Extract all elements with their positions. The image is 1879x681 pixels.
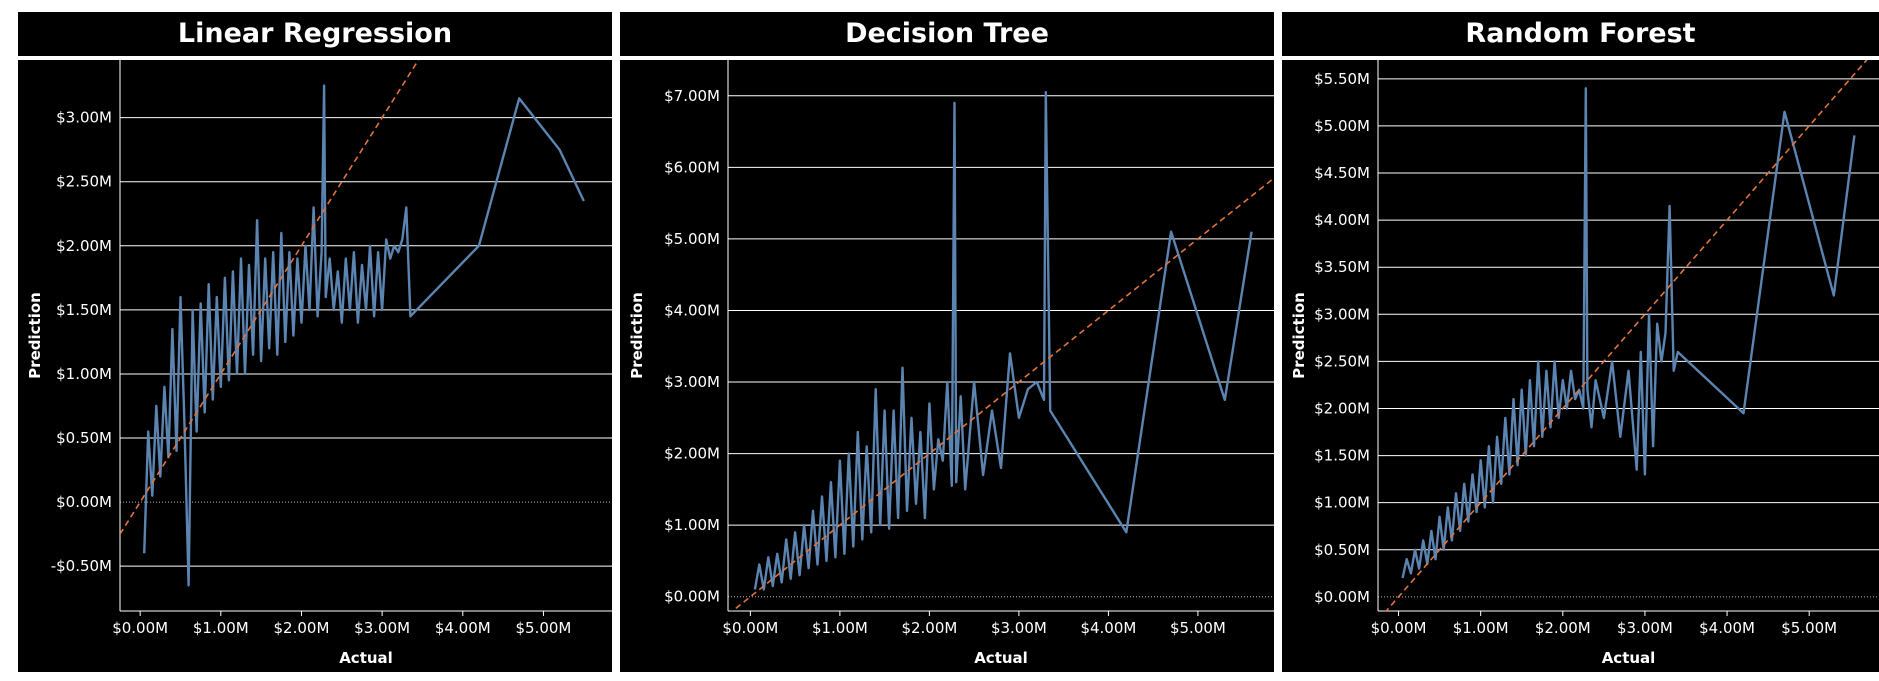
y-tick-label: $6.00M [664,158,720,176]
y-tick-label: $5.50M [1314,70,1370,88]
y-tick-label: $0.00M [664,588,720,606]
y-tick-label: $5.00M [1314,117,1370,135]
x-tick-label: $1.00M [812,619,868,637]
y-tick-label: $4.50M [1314,164,1370,182]
chart-plot-decision-tree: $0.00M $1.00M $2.00M $3.00M $4.00M $5.00M $6.0… [628,60,1274,667]
chart-title: Decision Tree [845,18,1049,49]
y-tick-label: $3.50M [1314,258,1370,276]
y-tick-label: $4.00M [1314,211,1370,229]
y-tick-label: $1.50M [56,301,112,319]
x-tick-label: $1.00M [193,619,249,637]
x-tick-label: $4.00M [1080,619,1136,637]
y-axis-title: Prediction [628,292,646,379]
reference-line [731,177,1274,611]
chart-panel-decision-tree: Decision Tree $0.00M $1.00M $2.00M $3.00M $4… [620,12,1274,672]
x-axis-title: Actual [1602,649,1656,667]
chart-title: Linear Regression [177,18,453,49]
title-divider [620,56,1274,60]
x-tick-label: $3.00M [354,619,410,637]
x-tick-label: $5.00M [515,619,571,637]
prediction-series-line [753,91,1253,591]
x-tick-label: $0.00M [722,619,778,637]
reference-line [1385,60,1868,611]
y-tick-label: $3.00M [56,109,112,127]
x-tick-label: $4.00M [435,619,491,637]
x-tick-label: $5.00M [1170,619,1226,637]
y-tick-label: $2.00M [56,237,112,255]
prediction-series-line [1401,87,1856,579]
y-tick-label: $2.00M [1314,399,1370,417]
chart-title: Random Forest [1465,18,1696,49]
y-axis-title: Prediction [1290,292,1308,379]
y-tick-label: $1.50M [1314,447,1370,465]
x-axis-title: Actual [339,649,393,667]
x-tick-label: $3.00M [1617,619,1673,637]
y-tick-label: $0.00M [1314,588,1370,606]
x-tick-label: $0.00M [112,619,168,637]
y-tick-label: -$0.50M [51,557,112,575]
x-axis-title: Actual [974,649,1028,667]
reference-line [120,60,420,535]
chart-panel-linear-regression: Linear Regression -$0.50M $0.00M $0.50M $1.… [18,12,612,672]
y-tick-label: $5.00M [664,230,720,248]
y-tick-label: $0.50M [1314,541,1370,559]
y-tick-label: $1.00M [1314,494,1370,512]
chart-panel-random-forest: Random Forest $0.00M $0.50M $1.00M $1.50M $2… [1282,12,1879,672]
prediction-series-line [143,84,585,587]
x-tick-label: $5.00M [1781,619,1837,637]
x-tick-label: $1.00M [1453,619,1509,637]
x-tick-label: $0.00M [1371,619,1427,637]
chart-plot-linear-regression: -$0.50M $0.00M $0.50M $1.00M $1.50M $2.00M $2.… [26,60,612,667]
y-tick-label: $2.50M [56,173,112,191]
y-tick-label: $0.50M [56,429,112,447]
x-tick-label: $3.00M [991,619,1047,637]
chart-plot-random-forest: $0.00M $0.50M $1.00M $1.50M $2.00M $2.50M $3.0… [1290,60,1879,667]
y-tick-label: $1.00M [56,365,112,383]
x-tick-label: $2.00M [1535,619,1591,637]
y-tick-label: $2.50M [1314,352,1370,370]
y-tick-label: $7.00M [664,87,720,105]
y-tick-label: $4.00M [664,301,720,319]
x-tick-label: $2.00M [901,619,957,637]
x-tick-label: $4.00M [1699,619,1755,637]
y-tick-label: $3.00M [664,373,720,391]
y-tick-label: $2.00M [664,445,720,463]
y-tick-label: $1.00M [664,516,720,534]
y-axis-title: Prediction [26,292,44,379]
x-tick-label: $2.00M [274,619,330,637]
y-tick-label: $0.00M [56,493,112,511]
title-divider [18,56,612,60]
title-divider [1282,56,1879,60]
y-tick-label: $3.00M [1314,305,1370,323]
